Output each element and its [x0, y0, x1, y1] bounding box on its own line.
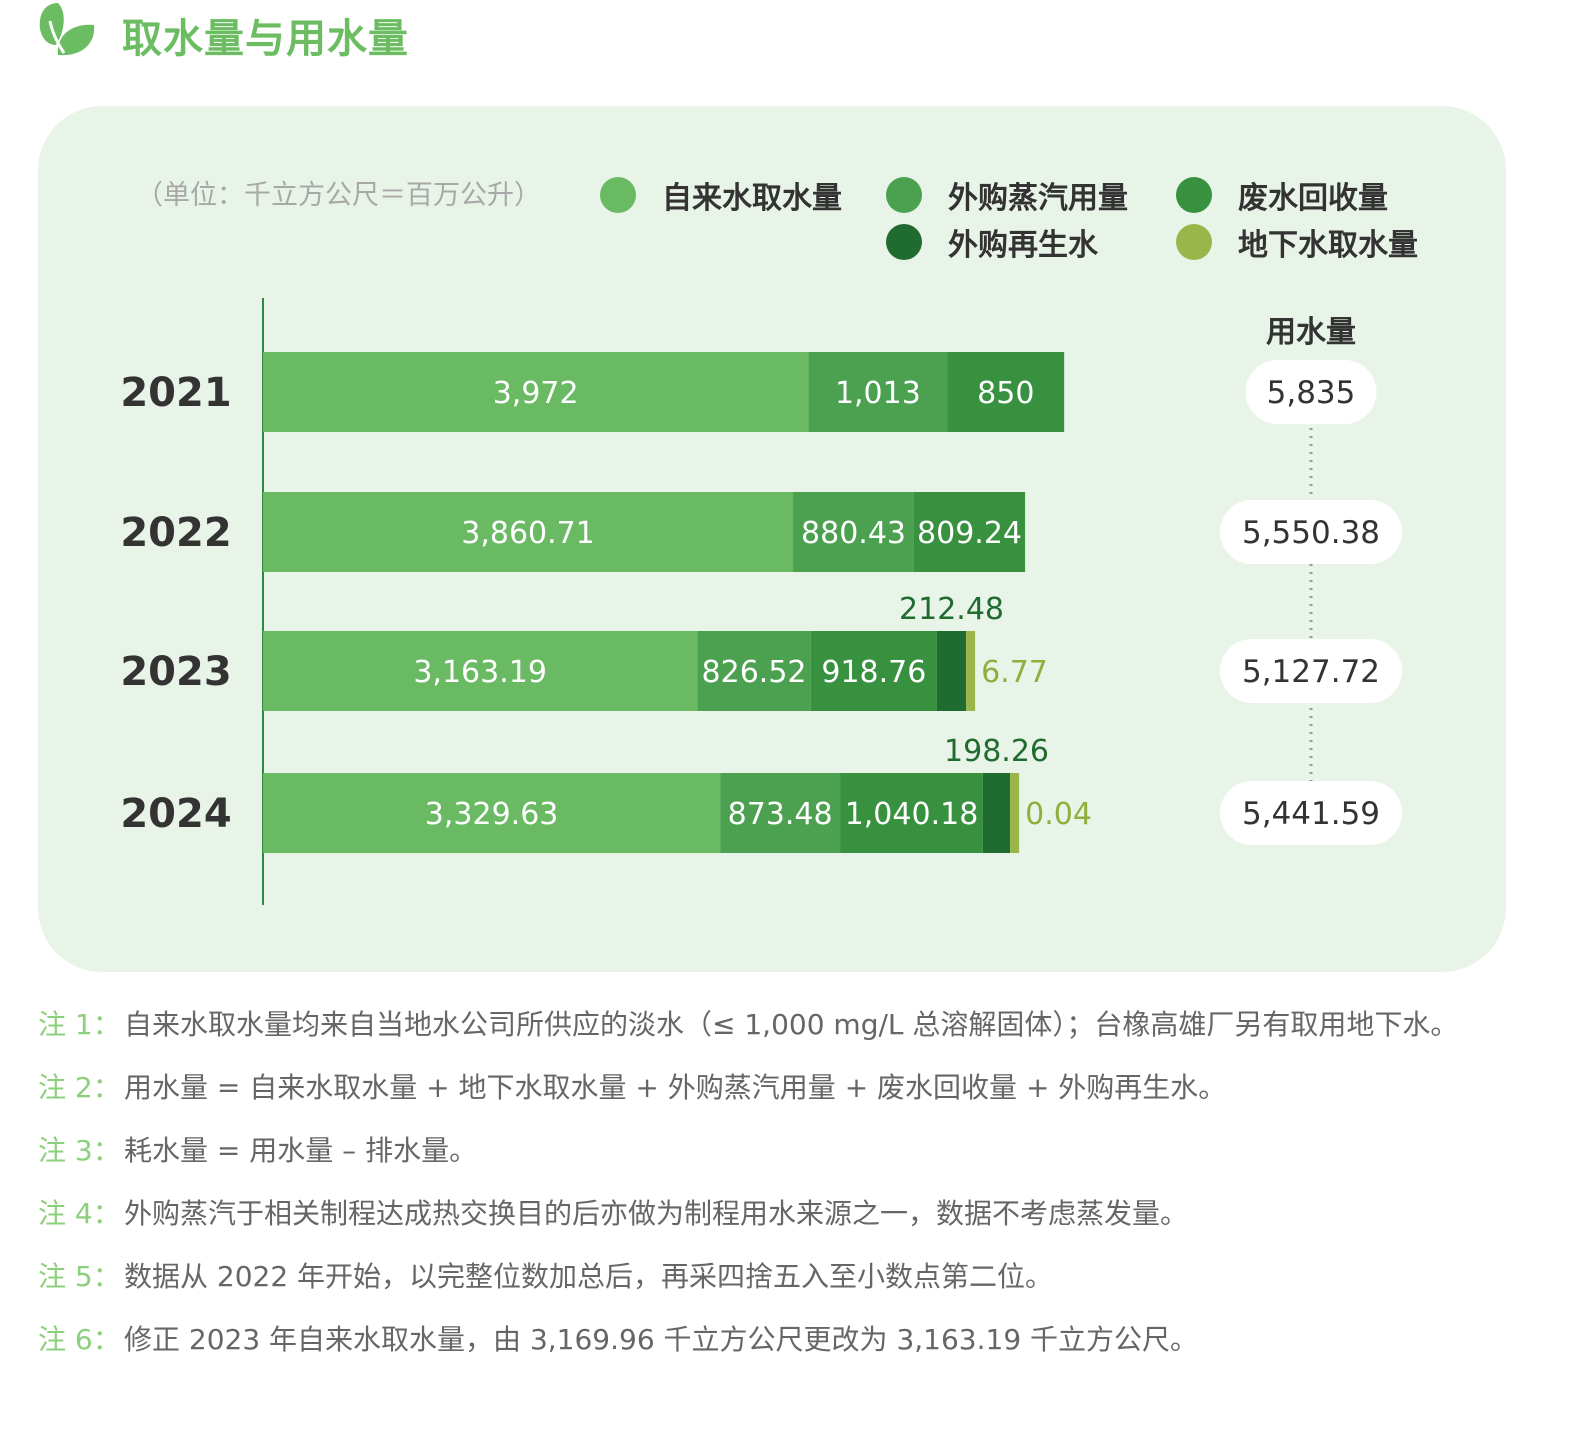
legend-swatch: [1176, 177, 1212, 213]
note-label: 注 6：: [38, 1323, 121, 1356]
legend-swatch: [600, 177, 636, 213]
legend-label: 地下水取水量: [1238, 228, 1418, 263]
note-label: 注 1：: [38, 1008, 121, 1041]
legend-item-steam: 外购蒸汽用量: [886, 173, 1128, 217]
total-bubble: [1220, 500, 1402, 564]
data-label: 918.76: [821, 655, 926, 690]
legend-item-groundwater: 地下水取水量: [1176, 220, 1418, 264]
total-bubble: [1220, 639, 1402, 703]
category-label: 2021: [120, 370, 231, 416]
header: [36, 0, 98, 64]
data-label: 880.43: [801, 516, 906, 551]
bar-segment: [263, 492, 794, 572]
data-label: 3,860.71: [461, 516, 595, 551]
note-text: 自来水取水量均来自当地水公司所供应的淡水（≤ 1,000 mg/L 总溶解固体）…: [124, 1008, 1459, 1041]
legend-item-recycled-wastewater: 废水回收量: [1176, 173, 1388, 217]
note-1: 注 1： 自来水取水量均来自当地水公司所供应的淡水（≤ 1,000 mg/L 总溶…: [38, 1002, 1518, 1048]
bar-segment: [947, 352, 1065, 432]
note-text: 用水量 = 自来水取水量 + 地下水取水量 + 外购蒸汽用量 + 废水回收量 +…: [124, 1071, 1227, 1104]
page-title: 取水量与用水量: [122, 16, 409, 62]
note-label: 注 4：: [38, 1197, 121, 1230]
data-label: 212.48: [899, 592, 1004, 627]
notes: 注 1： 自来水取水量均来自当地水公司所供应的淡水（≤ 1,000 mg/L 总溶…: [38, 1002, 1518, 1380]
legend-label: 外购再生水: [948, 228, 1098, 263]
data-label: 3,972: [493, 376, 579, 411]
bar-segment: [913, 492, 1026, 572]
category-label: 2022: [120, 510, 231, 556]
note-text: 数据从 2022 年开始，以完整位数加总后，再采四捨五入至小数点第二位。: [124, 1260, 1054, 1293]
note-text: 修正 2023 年自来水取水量，由 3,169.96 千立方公尺更改为 3,16…: [124, 1323, 1199, 1356]
bar-segment: [810, 631, 937, 711]
data-label: 873.48: [728, 797, 833, 832]
unit-label: （单位：千立方公尺＝百万公升）: [136, 180, 541, 211]
category-label: 2024: [120, 791, 231, 837]
stacked-bar-chart: 用水量 2021 3,972 1,013 850 5,835 2022 3,860.71 880…: [120, 298, 1402, 905]
note-text: 耗水量 = 用水量 – 排水量。: [124, 1134, 478, 1167]
bar-segment: [1010, 773, 1020, 853]
data-label: 1,040.18: [845, 797, 979, 832]
legend-label: 自来水取水量: [662, 181, 842, 216]
bar-segment: [840, 773, 983, 853]
legend-swatch: [886, 224, 922, 260]
bar-segment: [982, 773, 1011, 853]
data-label: 3,329.63: [425, 797, 559, 832]
legend-label: 废水回收量: [1238, 181, 1388, 216]
note-4: 注 4： 外购蒸汽于相关制程达成热交换目的后亦做为制程用水来源之一，数据不考虑蒸发…: [38, 1191, 1518, 1237]
note-label: 注 5：: [38, 1260, 121, 1293]
legend-item-reclaimed-water: 外购再生水: [886, 220, 1098, 264]
totals-header: 用水量: [1266, 315, 1356, 350]
bar-segment: [808, 352, 948, 432]
data-label: 826.52: [702, 655, 807, 690]
note-5: 注 5： 数据从 2022 年开始，以完整位数加总后，再采四捨五入至小数点第二位。: [38, 1254, 1518, 1300]
data-label: 3,163.19: [413, 655, 547, 690]
total-bubble: [1220, 781, 1402, 845]
total-label: 5,441.59: [1242, 796, 1380, 832]
note-6: 注 6： 修正 2023 年自来水取水量，由 3,169.96 千立方公尺更改为 …: [38, 1317, 1518, 1363]
total-label: 5,127.72: [1242, 654, 1380, 690]
bar-segment: [966, 631, 976, 711]
total-bubble: [1245, 360, 1377, 424]
legend-swatch: [886, 177, 922, 213]
bar-segment: [263, 631, 698, 711]
note-label: 注 2：: [38, 1071, 121, 1104]
bar-segment: [263, 773, 721, 853]
total-label: 5,835: [1267, 375, 1356, 411]
legend-item-tap-water: 自来水取水量: [600, 173, 842, 217]
note-3: 注 3： 耗水量 = 用水量 – 排水量。: [38, 1128, 1518, 1174]
note-2: 注 2： 用水量 = 自来水取水量 + 地下水取水量 + 外购蒸汽用量 + 废水回…: [38, 1065, 1518, 1111]
note-text: 外购蒸汽于相关制程达成热交换目的后亦做为制程用水来源之一，数据不考虑蒸发量。: [124, 1197, 1189, 1230]
legend-swatch: [1176, 224, 1212, 260]
data-label: 1,013: [835, 376, 921, 411]
bar-segment: [697, 631, 811, 711]
data-label: 850: [977, 376, 1034, 411]
bar-segment: [263, 352, 809, 432]
data-label: 6.77: [981, 655, 1048, 690]
legend-label: 外购蒸汽用量: [948, 181, 1128, 216]
note-label: 注 3：: [38, 1134, 121, 1167]
data-label: 198.26: [944, 734, 1049, 769]
bar-segment: [936, 631, 967, 711]
data-label: 809.24: [917, 516, 1022, 551]
bar-segment: [793, 492, 914, 572]
total-label: 5,550.38: [1242, 515, 1380, 551]
bar-segment: [720, 773, 841, 853]
category-label: 2023: [120, 649, 231, 695]
leaf-icon: [39, 3, 95, 56]
data-label: 0.04: [1025, 797, 1092, 832]
